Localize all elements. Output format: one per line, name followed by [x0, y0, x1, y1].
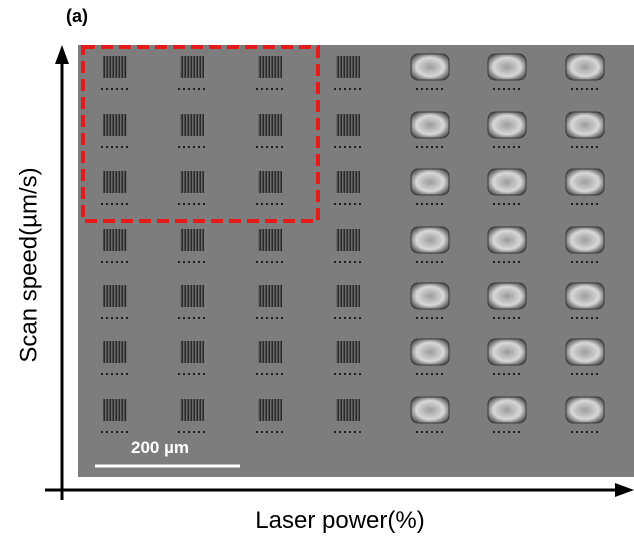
lattice-structure — [103, 285, 127, 307]
lattice-structure — [258, 229, 282, 251]
melted-structure — [488, 283, 526, 309]
lattice-structure — [336, 285, 360, 307]
x-arrow-head — [615, 483, 634, 497]
lattice-structure — [103, 341, 127, 363]
lattice-structure — [180, 399, 204, 421]
lattice-structure — [336, 56, 360, 78]
lattice-structure — [258, 114, 282, 136]
lattice-structure — [336, 114, 360, 136]
melted-structure — [566, 339, 604, 365]
melted-structure — [488, 54, 526, 80]
melted-structure — [566, 54, 604, 80]
lattice-structure — [103, 114, 127, 136]
lattice-structure — [103, 171, 127, 193]
melted-structure — [488, 397, 526, 423]
melted-structure — [411, 169, 449, 195]
lattice-structure — [258, 341, 282, 363]
lattice-structure — [336, 171, 360, 193]
y-axis-label: Scan speed(µm/s) — [15, 167, 42, 362]
lattice-structure — [336, 229, 360, 251]
melted-structure — [411, 112, 449, 138]
x-axis-label: Laser power(%) — [255, 507, 424, 534]
melted-structure — [566, 227, 604, 253]
melted-structure — [566, 397, 604, 423]
panel-label: (a) — [66, 6, 88, 26]
lattice-structure — [258, 285, 282, 307]
melted-structure — [488, 227, 526, 253]
lattice-structure — [103, 229, 127, 251]
lattice-structure — [258, 399, 282, 421]
y-arrow-head — [55, 45, 69, 64]
lattice-structure — [103, 56, 127, 78]
page: 200 µm (a) Scan speed(µm/s) Laser power(… — [0, 0, 634, 542]
lattice-structure — [180, 171, 204, 193]
melted-structure — [411, 397, 449, 423]
lattice-structure — [258, 171, 282, 193]
melted-structure — [566, 169, 604, 195]
melted-structure — [488, 169, 526, 195]
lattice-structure — [180, 56, 204, 78]
lattice-structure — [103, 399, 127, 421]
lattice-structure — [336, 399, 360, 421]
lattice-structure — [180, 114, 204, 136]
melted-structure — [488, 112, 526, 138]
melted-structure — [566, 283, 604, 309]
lattice-structure — [336, 341, 360, 363]
lattice-structure — [180, 229, 204, 251]
melted-structure — [411, 283, 449, 309]
melted-structure — [411, 227, 449, 253]
lattice-structure — [180, 285, 204, 307]
lattice-structure — [180, 341, 204, 363]
melted-structure — [411, 339, 449, 365]
figure: 200 µm (a) Scan speed(µm/s) Laser power(… — [0, 0, 634, 542]
melted-structure — [566, 112, 604, 138]
melted-structure — [411, 54, 449, 80]
lattice-structure — [258, 56, 282, 78]
scale-bar-label: 200 µm — [131, 438, 189, 457]
melted-structure — [488, 339, 526, 365]
